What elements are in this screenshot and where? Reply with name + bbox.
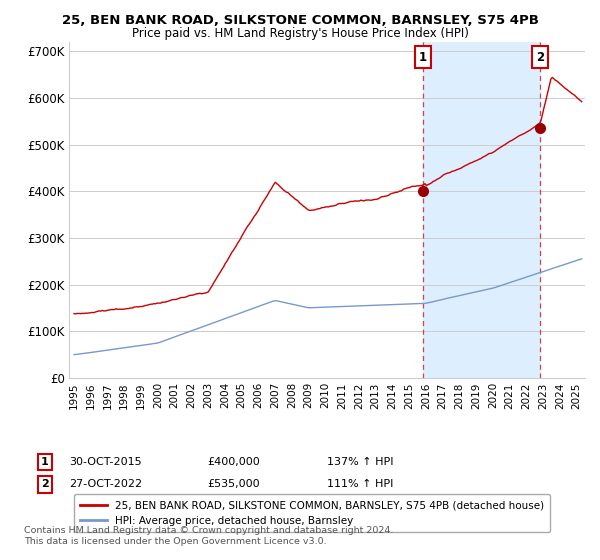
Text: 25, BEN BANK ROAD, SILKSTONE COMMON, BARNSLEY, S75 4PB: 25, BEN BANK ROAD, SILKSTONE COMMON, BAR…	[62, 14, 538, 27]
Text: 2: 2	[536, 50, 544, 64]
Text: £535,000: £535,000	[207, 479, 260, 489]
Text: 111% ↑ HPI: 111% ↑ HPI	[327, 479, 394, 489]
Text: £400,000: £400,000	[207, 457, 260, 467]
Text: Contains HM Land Registry data © Crown copyright and database right 2024.
This d: Contains HM Land Registry data © Crown c…	[24, 526, 394, 546]
Bar	[423, 42, 540, 378]
Text: 2: 2	[41, 479, 49, 489]
Text: 1: 1	[41, 457, 49, 467]
Text: Price paid vs. HM Land Registry's House Price Index (HPI): Price paid vs. HM Land Registry's House …	[131, 27, 469, 40]
Text: 27-OCT-2022: 27-OCT-2022	[69, 479, 142, 489]
Text: 1: 1	[419, 50, 427, 64]
Legend: 25, BEN BANK ROAD, SILKSTONE COMMON, BARNSLEY, S75 4PB (detached house), HPI: Av: 25, BEN BANK ROAD, SILKSTONE COMMON, BAR…	[74, 494, 550, 532]
Text: 30-OCT-2015: 30-OCT-2015	[69, 457, 142, 467]
Text: 137% ↑ HPI: 137% ↑ HPI	[327, 457, 394, 467]
